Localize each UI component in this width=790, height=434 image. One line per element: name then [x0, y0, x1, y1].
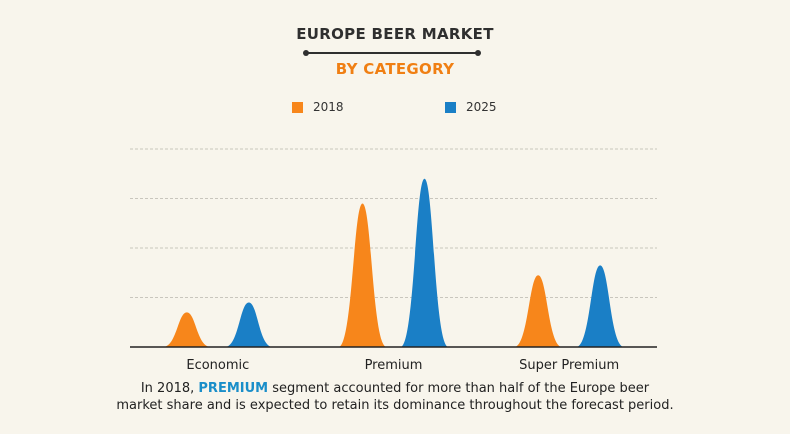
chart-area: Economic Premium Super Premium: [130, 148, 657, 373]
peak-2025-premium: [400, 178, 449, 347]
peak-2025-super-premium: [576, 265, 625, 347]
legend-item-2018: 2018: [292, 100, 344, 114]
x-tick-label: Premium: [365, 358, 423, 373]
caption-highlight: PREMIUM: [198, 381, 269, 396]
chart-title: EUROPE BEER MARKET: [296, 25, 494, 43]
legend-swatch-2025: [445, 101, 456, 113]
caption-text-1: In 2018,: [140, 381, 199, 396]
legend-label-2025: 2025: [466, 100, 497, 114]
x-tick-label: Super Premium: [519, 358, 619, 373]
peak-2018-economic: [162, 312, 211, 347]
legend-label-2018: 2018: [313, 100, 344, 114]
peak-2025-economic: [224, 302, 273, 347]
caption-text-2: segment accounted for more than half of …: [268, 381, 650, 396]
legend-swatch-2018: [292, 101, 303, 113]
caption-text-3: market share and is expected to retain i…: [116, 398, 674, 413]
title-divider: [303, 50, 481, 56]
legend-item-2025: 2025: [445, 100, 497, 114]
peak-2018-super-premium: [514, 275, 563, 347]
peak-2018-premium: [338, 203, 387, 347]
caption: In 2018, PREMIUM segment accounted for m…: [0, 380, 790, 414]
chart-subtitle: BY CATEGORY: [335, 60, 455, 78]
x-tick-label: Economic: [186, 358, 249, 373]
